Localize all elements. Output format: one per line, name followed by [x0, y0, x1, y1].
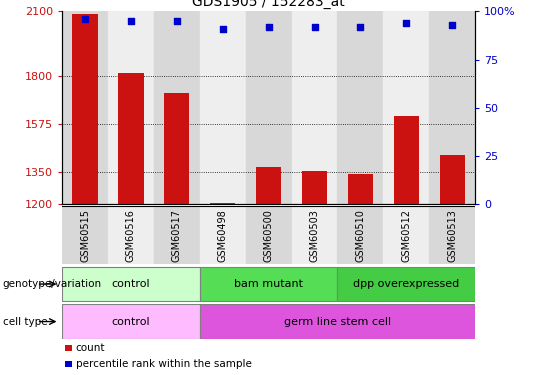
Point [356, 24, 365, 30]
Point [448, 22, 456, 28]
Title: GDS1905 / 152283_at: GDS1905 / 152283_at [192, 0, 345, 9]
Text: count: count [76, 343, 105, 353]
Text: GSM60516: GSM60516 [126, 209, 136, 262]
Text: GSM60500: GSM60500 [264, 209, 274, 262]
Bar [200, 267, 338, 301]
Bar [62, 304, 200, 339]
Bar [200, 11, 246, 204]
Bar [72, 15, 98, 204]
Text: genotype/variation: genotype/variation [3, 279, 102, 289]
Bar [302, 171, 327, 204]
Bar [118, 74, 144, 204]
Bar [292, 11, 338, 204]
Point [126, 18, 135, 24]
Bar [383, 11, 429, 204]
Bar [200, 206, 246, 264]
Text: GSM60503: GSM60503 [309, 209, 320, 262]
Bar [348, 174, 373, 204]
Bar [62, 11, 108, 204]
Text: bam mutant: bam mutant [234, 279, 303, 289]
Point [172, 18, 181, 24]
Bar [62, 267, 200, 301]
Bar [429, 11, 475, 204]
Bar [246, 206, 292, 264]
Bar [154, 11, 200, 204]
Point [265, 24, 273, 30]
Point [310, 24, 319, 30]
Bar [338, 267, 475, 301]
Bar [210, 203, 235, 204]
Text: dpp overexpressed: dpp overexpressed [353, 279, 460, 289]
Text: GSM60510: GSM60510 [355, 209, 366, 262]
Text: control: control [112, 316, 150, 327]
Bar [292, 206, 338, 264]
Text: percentile rank within the sample: percentile rank within the sample [76, 359, 252, 369]
Bar [200, 304, 475, 339]
Text: control: control [112, 279, 150, 289]
Bar [338, 206, 383, 264]
Bar [429, 206, 475, 264]
Bar [256, 167, 281, 204]
Bar [154, 206, 200, 264]
Text: GSM60513: GSM60513 [447, 209, 457, 262]
Text: GSM60498: GSM60498 [218, 209, 228, 262]
Text: GSM60517: GSM60517 [172, 209, 182, 262]
Bar [383, 206, 429, 264]
Text: cell type: cell type [3, 316, 48, 327]
Bar [394, 116, 419, 204]
Bar [440, 155, 465, 204]
Bar [108, 206, 154, 264]
Text: GSM60515: GSM60515 [80, 209, 90, 262]
Text: germ line stem cell: germ line stem cell [284, 316, 391, 327]
Bar [246, 11, 292, 204]
Point [218, 26, 227, 32]
Bar [62, 206, 108, 264]
Bar [108, 11, 154, 204]
Bar [338, 11, 383, 204]
Bar [164, 93, 190, 204]
Point [402, 20, 410, 26]
Point [81, 16, 90, 22]
Text: GSM60512: GSM60512 [401, 209, 411, 262]
